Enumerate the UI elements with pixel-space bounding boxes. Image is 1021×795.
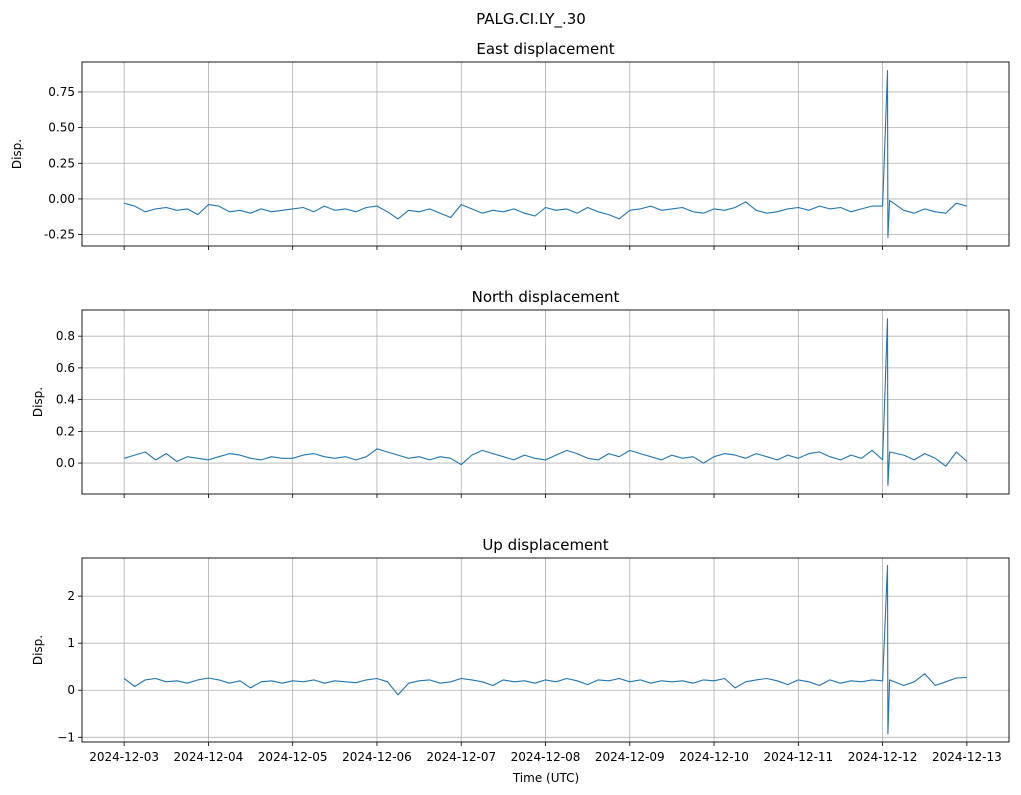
axes-frame — [81, 309, 1010, 495]
subplot-2: 2024-12-03 2024-12-04 2024-12-05 2024-12-06… — [31, 536, 1010, 764]
y-tick-label: 1 — [67, 636, 75, 650]
x-tick-label: 2024-12-12 — [848, 750, 918, 764]
x-tick-label: 2024-12-06 — [342, 750, 412, 764]
y-tick-label: 0.0 — [56, 456, 75, 470]
x-tick-label: 2024-12-13 — [932, 750, 1002, 764]
subplot-title: North displacement — [472, 288, 620, 306]
axes-frame — [81, 557, 1010, 743]
x-tick-label: 2024-12-11 — [763, 750, 833, 764]
y-axis-label: Disp. — [31, 635, 45, 665]
y-tick-label: 0.25 — [48, 156, 75, 170]
y-tick-label: 0.00 — [48, 192, 75, 206]
series-line — [123, 70, 968, 238]
y-axis-label: Disp. — [31, 387, 45, 417]
series-line — [123, 564, 967, 735]
y-tick-label: 0.2 — [56, 424, 75, 438]
subplot-title: Up displacement — [482, 536, 608, 554]
y-tick-label: 0.4 — [56, 393, 75, 407]
figure-title: PALG.CI.LY_.30 — [476, 10, 586, 29]
y-tick-label: −1 — [57, 730, 75, 744]
subplot-1: 0.0 0.2 0.4 0.6 0.8 North displacement Disp. — [31, 288, 1010, 498]
x-tick-label: 2024-12-09 — [595, 750, 665, 764]
y-tick-label: 0.8 — [56, 329, 75, 343]
series-line — [123, 318, 968, 486]
x-tick-label: 2024-12-03 — [89, 750, 159, 764]
y-tick-label: 0 — [67, 683, 75, 697]
x-tick-label: 2024-12-04 — [174, 750, 244, 764]
y-tick-label: 2 — [67, 589, 75, 603]
y-axis-label: Disp. — [10, 139, 24, 169]
x-tick-label: 2024-12-08 — [511, 750, 581, 764]
x-tick-label: 2024-12-10 — [679, 750, 749, 764]
y-tick-label: 0.6 — [56, 361, 75, 375]
y-tick-label: 0.75 — [48, 85, 75, 99]
subplot-0: -0.25 0.00 0.25 0.50 0.75 East displacement Di… — [10, 40, 1010, 250]
x-tick-label: 2024-12-07 — [426, 750, 496, 764]
x-axis-label: Time (UTC) — [512, 771, 579, 785]
x-tick-label: 2024-12-05 — [258, 750, 328, 764]
y-tick-label: 0.50 — [48, 121, 75, 135]
subplot-title: East displacement — [476, 40, 614, 58]
y-tick-label: -0.25 — [44, 228, 75, 242]
axes-frame — [81, 61, 1010, 247]
